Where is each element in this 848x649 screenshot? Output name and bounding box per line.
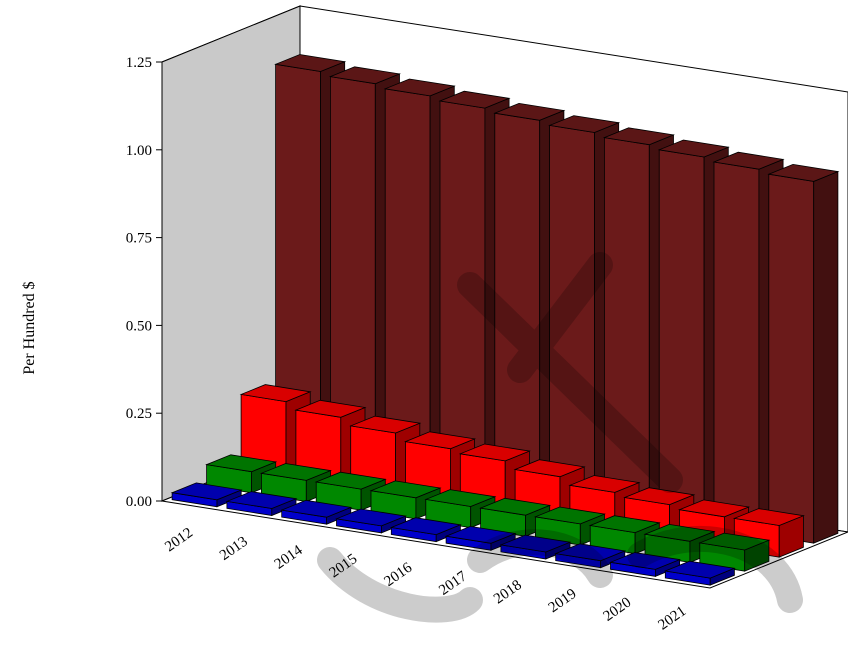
bar-top-face [568, 475, 641, 493]
bar-top-face [663, 560, 736, 579]
bar-top-face [698, 532, 771, 551]
bar-top-face [732, 508, 805, 526]
bar-top-face [170, 482, 243, 501]
bar-top-face [225, 491, 298, 509]
bar-top-face [424, 489, 497, 507]
bar [698, 532, 771, 572]
bar [335, 508, 408, 534]
bar-front-face [768, 173, 815, 544]
bar [499, 534, 572, 560]
bar-top-face [239, 384, 312, 403]
bar-top-face [259, 463, 332, 481]
x-tick-label: 2013 [217, 534, 251, 564]
bar-top-face [479, 497, 552, 516]
x-tick-label: 2020 [601, 595, 635, 625]
bar-top-face [623, 487, 696, 506]
bar-top-face [678, 499, 751, 518]
bar-top-face [513, 459, 586, 478]
bar-top-face [335, 508, 408, 527]
bar [225, 491, 298, 517]
y-tick-label: 0.75 [126, 231, 152, 247]
bar-top-face [554, 543, 627, 562]
bar-top-face [274, 54, 347, 72]
bar-top-face [294, 399, 367, 418]
bar-top-face [588, 515, 661, 534]
y-tick-label: 0.25 [126, 406, 152, 422]
bar [663, 560, 736, 586]
bar-top-face [533, 506, 606, 525]
bar-top-face [369, 480, 442, 499]
x-tick-label: 2019 [546, 586, 580, 616]
bar [170, 482, 243, 508]
x-tick-label: 2016 [381, 559, 415, 590]
x-tick-label: 2014 [272, 542, 306, 573]
bars [170, 54, 840, 586]
bar [554, 543, 627, 569]
y-tick-label: 0.50 [126, 318, 152, 334]
bar [609, 552, 682, 577]
bar-top-face [404, 431, 477, 450]
watermark [317, 252, 803, 623]
y-tick-label: 1.25 [126, 55, 152, 71]
bar-top-face [205, 454, 278, 473]
bar-top-face [548, 115, 621, 133]
y-axis: 0.00 0.25 0.50 0.75 1.00 1.25 [126, 55, 162, 510]
x-tick-label: 2012 [162, 525, 196, 555]
bar-top-face [280, 499, 353, 518]
y-axis-title: Per Hundred $ [21, 281, 38, 374]
bar-top-face [383, 78, 456, 97]
bar-top-face [389, 517, 462, 536]
bar-top-face [657, 139, 730, 158]
bar-top-face [712, 151, 785, 170]
bar-top-face [602, 127, 675, 146]
bar-side-face [813, 171, 839, 544]
bar-top-face [643, 523, 716, 542]
y-tick-label: 1.00 [126, 143, 152, 159]
bar-top-face [444, 525, 517, 544]
bar-top-face [609, 552, 682, 570]
bar-top-face [499, 534, 572, 553]
bar-front-face [713, 161, 760, 535]
bar [389, 517, 462, 543]
bar-top-face [349, 415, 422, 434]
bar-top-face [493, 102, 566, 121]
bar [767, 163, 840, 544]
bar-top-face [314, 471, 387, 490]
bar-top-face [328, 66, 401, 85]
y-tick-label: 0.00 [126, 494, 152, 510]
x-tick-label: 2018 [491, 577, 525, 607]
bar-top-face [767, 163, 840, 182]
bar-top-face [438, 90, 511, 109]
bar-top-face [458, 443, 531, 462]
x-tick-label: 2021 [655, 603, 689, 633]
